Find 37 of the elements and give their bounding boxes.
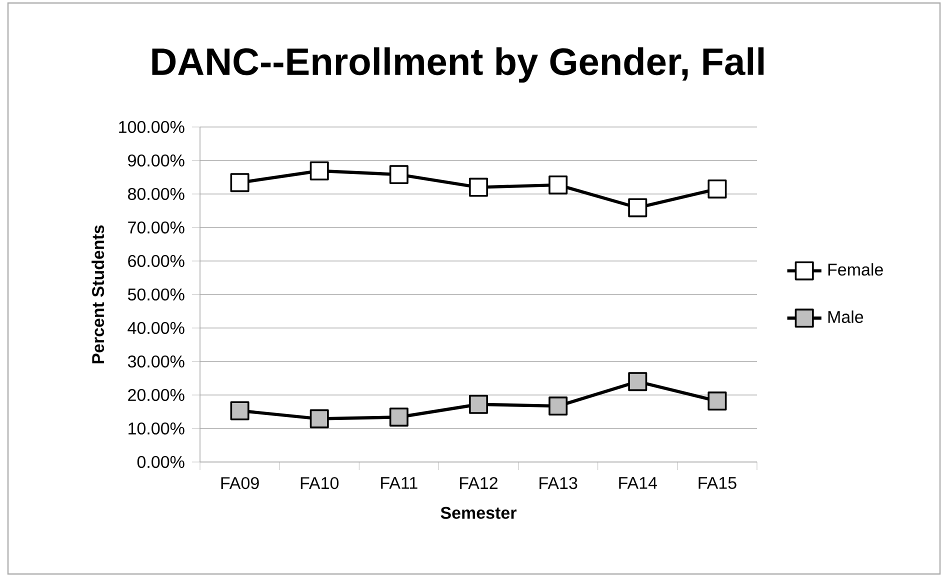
y-axis-title: Percent Students <box>92 225 104 364</box>
point <box>708 392 727 411</box>
legend-label: Male <box>828 310 864 323</box>
y-tick-label: 90.00% <box>128 154 184 167</box>
x-tick-label: FA12 <box>460 477 498 489</box>
point <box>469 178 488 197</box>
y-tick-label: 0.00% <box>137 456 184 468</box>
point <box>310 409 329 428</box>
point <box>230 401 250 420</box>
point <box>628 372 648 392</box>
x-tick-label: FA14 <box>619 477 658 489</box>
y-tick-label: 60.00% <box>128 254 184 268</box>
point <box>708 179 727 198</box>
y-tick-label: 80.00% <box>128 188 184 200</box>
point <box>548 175 568 194</box>
x-axis-title: Semester <box>440 506 517 519</box>
x-tick-label: FA09 <box>221 477 259 490</box>
x-tick-label: FA11 <box>381 477 418 489</box>
y-tick-label: 50.00% <box>128 288 184 301</box>
x-tick-label: FA15 <box>698 477 736 489</box>
point <box>389 408 408 427</box>
point <box>628 198 648 218</box>
y-tick-label: 100.00% <box>119 120 184 134</box>
point <box>310 161 329 180</box>
y-tick-label: 40.00% <box>128 322 184 334</box>
y-tick-label: 10.00% <box>128 422 184 435</box>
legend-label: Female <box>828 263 883 276</box>
point <box>469 394 488 414</box>
point <box>389 165 408 184</box>
x-tick-label: FA10 <box>300 477 339 490</box>
point <box>548 396 568 416</box>
y-tick-label: 70.00% <box>128 221 184 234</box>
y-tick-label: 20.00% <box>128 388 184 402</box>
y-tick-label: 30.00% <box>128 355 184 368</box>
point <box>230 173 250 192</box>
x-tick-label: FA13 <box>540 477 578 490</box>
chart-title: DANC--Enrollment by Gender, Fall <box>152 47 764 83</box>
